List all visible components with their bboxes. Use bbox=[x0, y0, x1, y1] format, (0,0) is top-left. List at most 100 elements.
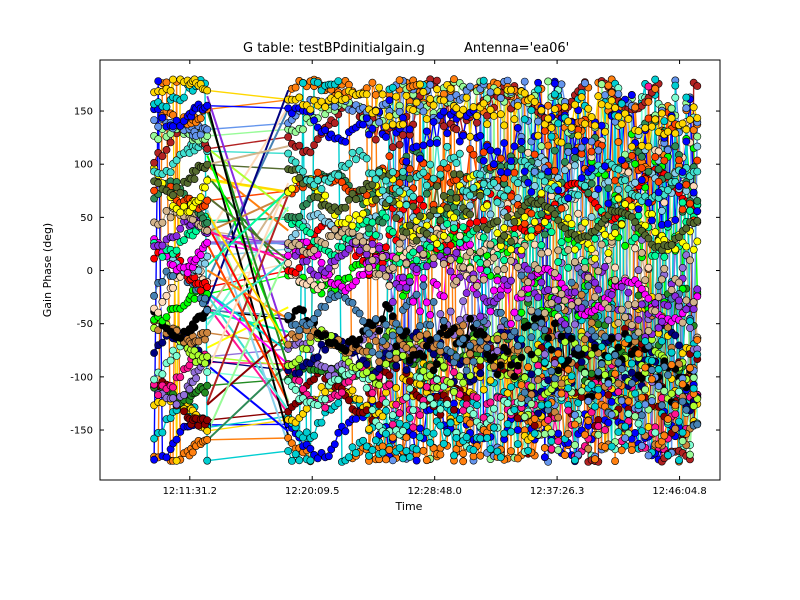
data-point bbox=[299, 167, 307, 176]
data-point bbox=[422, 181, 431, 190]
data-point bbox=[530, 429, 539, 438]
x-tick-label: 12:37:26.3 bbox=[530, 486, 584, 497]
data-point bbox=[486, 146, 495, 155]
data-point bbox=[510, 327, 519, 336]
data-point bbox=[459, 449, 468, 458]
data-point bbox=[617, 365, 626, 373]
data-point bbox=[651, 115, 660, 124]
data-point bbox=[637, 411, 646, 420]
data-point bbox=[686, 256, 694, 265]
data-point bbox=[500, 332, 509, 340]
data-point bbox=[371, 231, 380, 240]
data-point bbox=[660, 387, 669, 395]
data-point bbox=[547, 367, 556, 376]
data-point bbox=[462, 366, 471, 375]
data-point bbox=[450, 224, 458, 232]
data-point bbox=[459, 321, 468, 330]
data-point bbox=[446, 255, 455, 264]
data-point bbox=[537, 142, 546, 151]
data-point bbox=[371, 175, 380, 184]
data-point bbox=[675, 296, 683, 305]
data-point bbox=[459, 457, 468, 466]
data-point bbox=[658, 317, 666, 326]
data-point bbox=[507, 319, 515, 328]
data-point bbox=[341, 427, 350, 436]
data-point bbox=[439, 122, 448, 131]
data-point bbox=[624, 409, 633, 418]
data-point bbox=[537, 401, 546, 410]
data-point bbox=[571, 258, 579, 266]
data-point bbox=[591, 332, 599, 341]
data-point bbox=[547, 428, 556, 437]
chart-title: G table: testBPdinitialgain.g bbox=[243, 41, 425, 56]
data-point bbox=[166, 356, 175, 365]
data-point bbox=[524, 321, 532, 330]
data-point bbox=[507, 427, 515, 436]
data-point bbox=[416, 322, 424, 330]
data-point bbox=[375, 168, 384, 177]
data-point bbox=[150, 455, 158, 464]
data-point bbox=[540, 430, 549, 438]
data-point bbox=[439, 292, 448, 301]
data-point bbox=[604, 249, 613, 257]
data-point bbox=[385, 380, 394, 389]
data-point bbox=[503, 399, 512, 408]
data-point bbox=[359, 237, 367, 246]
data-point bbox=[429, 174, 438, 183]
data-point bbox=[375, 326, 384, 335]
data-point bbox=[604, 353, 613, 362]
data-point bbox=[388, 411, 397, 420]
data-point bbox=[455, 238, 464, 247]
data-point bbox=[412, 236, 421, 245]
data-point bbox=[409, 202, 418, 211]
data-point bbox=[693, 207, 702, 216]
data-point bbox=[507, 361, 515, 369]
data-point bbox=[524, 148, 532, 157]
data-point bbox=[419, 446, 428, 455]
data-point bbox=[571, 456, 579, 464]
data-point bbox=[660, 252, 669, 261]
data-point bbox=[693, 420, 702, 429]
data-point bbox=[503, 213, 512, 221]
data-point bbox=[479, 179, 488, 188]
data-point bbox=[540, 443, 549, 452]
data-point bbox=[450, 75, 458, 84]
data-point bbox=[419, 201, 428, 210]
data-point bbox=[567, 301, 576, 310]
data-point bbox=[651, 307, 660, 315]
data-point bbox=[686, 115, 694, 124]
data-point bbox=[476, 248, 485, 256]
data-point bbox=[201, 294, 209, 303]
data-point bbox=[378, 218, 387, 227]
data-point bbox=[682, 296, 691, 305]
data-point bbox=[537, 210, 546, 218]
data-point bbox=[459, 263, 468, 272]
data-point bbox=[299, 125, 307, 134]
data-point bbox=[527, 306, 536, 315]
data-point bbox=[678, 205, 687, 214]
data-point bbox=[412, 290, 421, 299]
data-point bbox=[203, 283, 212, 291]
data-point bbox=[344, 159, 353, 168]
data-point bbox=[172, 351, 181, 360]
data-point bbox=[534, 375, 542, 384]
data-point bbox=[154, 122, 163, 131]
data-point bbox=[348, 228, 357, 237]
data-point bbox=[550, 79, 559, 88]
data-point bbox=[295, 355, 304, 363]
data-point bbox=[483, 259, 491, 268]
data-point bbox=[446, 419, 455, 427]
data-point bbox=[385, 112, 394, 121]
data-point bbox=[564, 117, 573, 126]
data-point bbox=[368, 389, 377, 397]
data-point bbox=[574, 297, 583, 306]
data-point bbox=[682, 405, 691, 414]
data-point bbox=[493, 335, 502, 343]
data-point bbox=[604, 418, 613, 427]
data-point bbox=[544, 248, 552, 257]
data-point bbox=[416, 307, 424, 316]
data-point bbox=[203, 132, 212, 140]
data-point bbox=[682, 305, 691, 314]
data-point bbox=[330, 119, 339, 127]
data-point bbox=[489, 353, 498, 361]
